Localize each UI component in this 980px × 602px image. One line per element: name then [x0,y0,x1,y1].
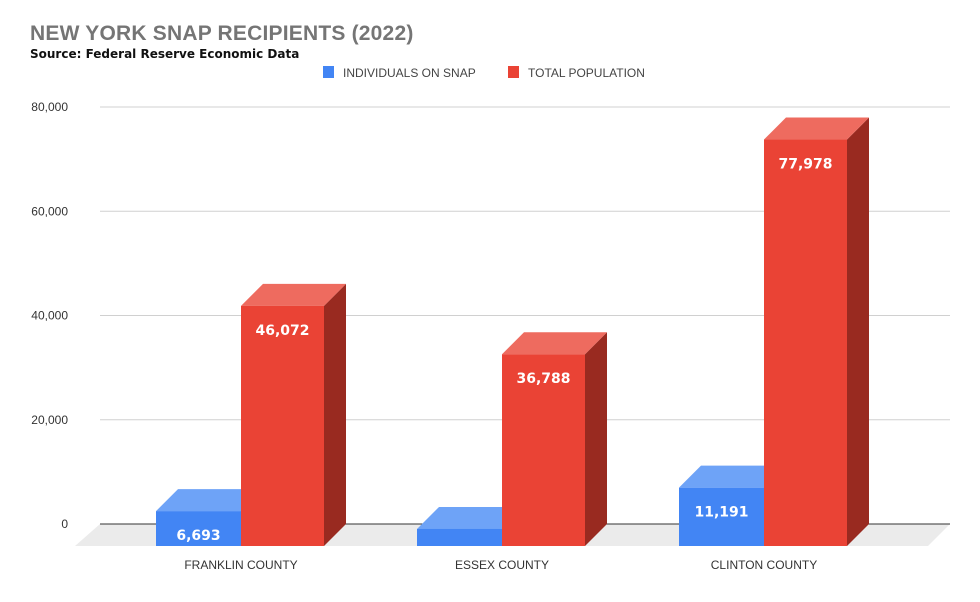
chart-subtitle: Source: Federal Reserve Economic Data [30,47,300,61]
bar-side [847,117,869,546]
bar-top [502,332,607,355]
bar-side [585,332,607,546]
bar-value-label: 36,788 [516,371,570,387]
y-tick-label: 60,000 [31,204,68,218]
bar [241,305,324,546]
bar-top [156,489,263,512]
bar-value-label: 46,072 [255,323,309,339]
bar-top [417,506,524,529]
bar-top [679,465,786,488]
bar-value-label: 77,978 [778,157,832,173]
bar [679,487,764,546]
bar-value-label: 11,191 [694,505,748,521]
bar-top [764,117,869,140]
x-tick-label: CLINTON COUNTY [711,558,817,572]
legend-label: INDIVIDUALS ON SNAP [343,66,476,80]
legend-label: TOTAL POPULATION [528,66,645,80]
bar [764,139,847,546]
y-tick-label: 0 [61,517,68,531]
bar [417,528,502,546]
y-tick-label: 20,000 [31,413,68,427]
bar [502,354,585,546]
chart-title: NEW YORK SNAP RECIPIENTS (2022) [30,22,414,45]
bar-top [241,283,346,306]
bar-value-label: 6,693 [176,528,220,544]
y-tick-label: 80,000 [31,100,68,114]
x-tick-label: ESSEX COUNTY [455,558,549,572]
legend-swatch [323,66,334,78]
y-tick-label: 40,000 [31,309,68,323]
x-tick-label: FRANKLIN COUNTY [184,558,297,572]
bar [156,511,241,546]
bar-value-label: 3,268 [437,546,481,562]
legend-swatch [508,66,519,78]
bar-side [324,283,346,546]
